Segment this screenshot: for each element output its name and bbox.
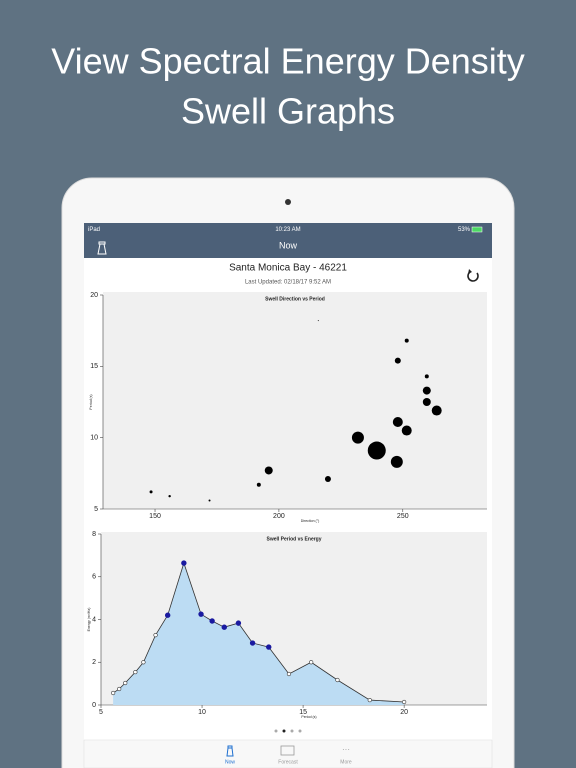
- scatter-point: [394, 357, 401, 364]
- y-axis-label: Energy (m²/Hz): [87, 608, 91, 632]
- line-point: [153, 633, 158, 638]
- scatter-point: [149, 490, 153, 494]
- x-tick-label: 200: [273, 513, 285, 520]
- x-tick-label: 20: [400, 709, 408, 716]
- line-point: [123, 680, 128, 686]
- line-point: [111, 690, 116, 696]
- refresh-button[interactable]: [467, 271, 479, 282]
- scatter-point: [324, 476, 331, 483]
- scatter-point: [168, 494, 171, 498]
- line-point: [402, 699, 407, 705]
- camera: [285, 199, 291, 205]
- scatter-point: [351, 431, 364, 444]
- line-point: [209, 618, 215, 624]
- scatter-point: [256, 482, 261, 487]
- tab-icon[interactable]: ···: [342, 745, 350, 754]
- y-tick-label: 15: [90, 363, 98, 370]
- line-point: [235, 620, 242, 626]
- x-tick-label: 10: [198, 709, 206, 716]
- line-point: [198, 611, 204, 617]
- page-dot[interactable]: [298, 729, 302, 733]
- nav-title: Now: [279, 240, 298, 250]
- station-name: Santa Monica Bay - 46221: [229, 263, 347, 274]
- headline: View Spectral Energy Density: [51, 41, 525, 82]
- line-point: [335, 677, 340, 683]
- line-point: [117, 686, 122, 692]
- page-dot[interactable]: [282, 729, 286, 733]
- tab-label[interactable]: Forecast: [278, 759, 298, 765]
- scatter-point: [367, 441, 386, 460]
- line-point: [367, 697, 372, 703]
- x-tick-label: 5: [99, 709, 103, 716]
- y-tick-label: 0: [92, 702, 96, 709]
- line-point: [141, 660, 146, 665]
- line-point: [266, 644, 272, 650]
- scatter-point: [317, 320, 319, 322]
- line-point: [164, 612, 171, 618]
- scatter-point: [424, 374, 429, 379]
- scatter-point: [422, 398, 431, 406]
- y-tick-label: 20: [90, 292, 98, 299]
- scatter-point: [422, 386, 431, 395]
- scatter-point: [390, 455, 403, 468]
- status-device: iPad: [88, 227, 100, 233]
- scatter-point: [404, 338, 409, 343]
- y-axis-label: Period (s): [89, 394, 93, 409]
- x-axis-label: Direction (°): [301, 519, 320, 523]
- line-point: [309, 660, 314, 665]
- y-tick-label: 4: [92, 616, 96, 623]
- status-time: 10:23 AM: [275, 227, 300, 233]
- x-tick-label: 250: [397, 513, 409, 520]
- battery-icon: [471, 226, 483, 233]
- y-tick-label: 5: [94, 506, 98, 513]
- scatter-point: [264, 466, 273, 475]
- scatter-point: [392, 416, 403, 427]
- y-tick-label: 2: [92, 659, 96, 666]
- x-tick-label: 15: [299, 709, 307, 716]
- page-dot[interactable]: [290, 729, 294, 733]
- chart-title: Swell Direction vs Period: [265, 296, 325, 302]
- page-dot[interactable]: [274, 729, 278, 733]
- chart-title: Swell Period vs Energy: [266, 536, 321, 542]
- x-tick-label: 150: [149, 513, 161, 520]
- nav-bar: [84, 223, 492, 258]
- y-tick-label: 10: [90, 435, 98, 442]
- line-point: [249, 640, 256, 646]
- tab-icon[interactable]: [226, 745, 234, 757]
- status-battery: 53%: [458, 227, 471, 233]
- area: [113, 563, 405, 705]
- line-point: [286, 671, 292, 677]
- scatter-point: [208, 499, 211, 502]
- tab-label[interactable]: Now: [225, 759, 235, 765]
- y-tick-label: 6: [92, 574, 96, 581]
- scatter-point: [401, 425, 412, 436]
- line-point: [133, 669, 138, 675]
- x-axis-label: Period (s): [301, 715, 316, 719]
- buoy-icon[interactable]: [97, 241, 107, 255]
- headline: Swell Graphs: [181, 91, 395, 132]
- tab-icon[interactable]: [280, 745, 295, 756]
- y-tick-label: 8: [92, 531, 96, 538]
- line-point: [221, 624, 227, 630]
- line-point: [181, 560, 187, 566]
- tab-label[interactable]: More: [340, 759, 352, 765]
- updated: Last Updated: 02/18/17 9:52 AM: [245, 280, 331, 286]
- plot-area: [103, 292, 487, 509]
- tab-bar: [83, 739, 493, 768]
- refresh-arrow: [468, 269, 472, 274]
- scatter-point: [431, 405, 442, 416]
